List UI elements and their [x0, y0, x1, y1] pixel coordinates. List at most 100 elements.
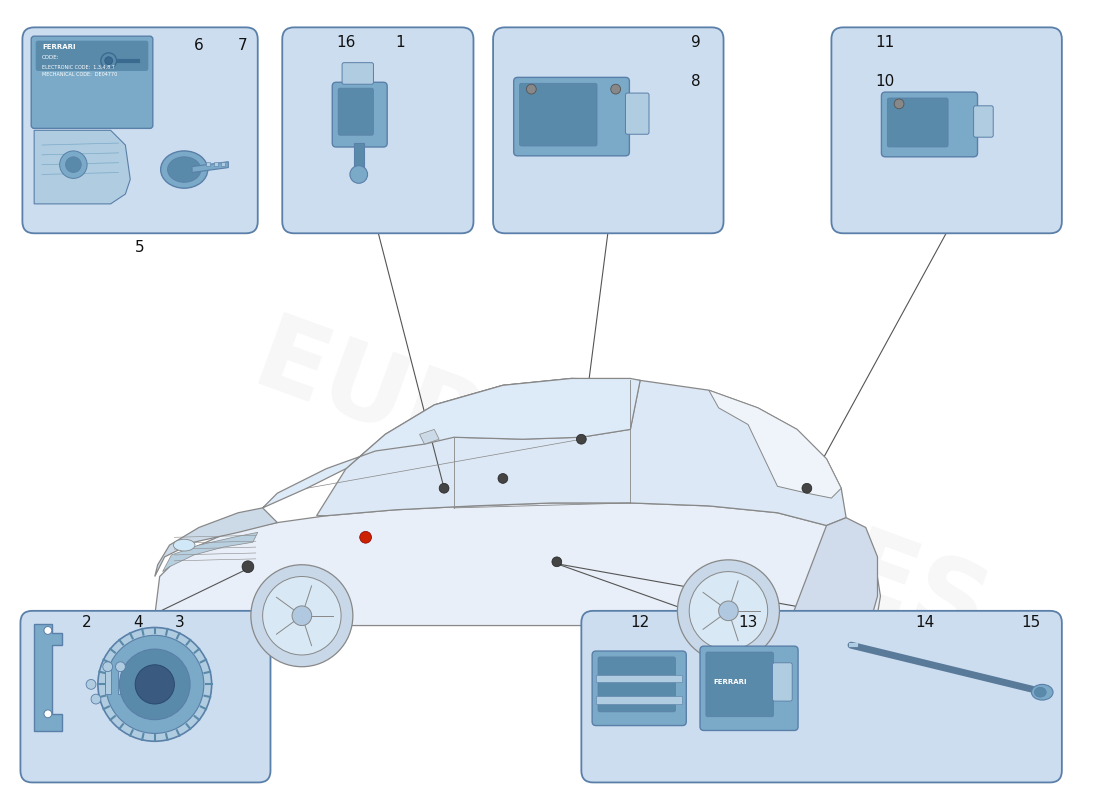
Ellipse shape	[174, 539, 195, 551]
Circle shape	[116, 662, 125, 672]
Circle shape	[44, 710, 52, 718]
Bar	[213, 162, 218, 166]
Text: FERRARI: FERRARI	[714, 679, 747, 686]
FancyBboxPatch shape	[21, 611, 271, 782]
Polygon shape	[155, 508, 277, 577]
Polygon shape	[434, 378, 640, 439]
Circle shape	[106, 635, 204, 734]
Text: 1: 1	[395, 34, 405, 50]
Circle shape	[802, 483, 812, 493]
Bar	[596, 674, 682, 682]
Text: FERRARI: FERRARI	[42, 44, 76, 50]
Bar	[354, 143, 364, 170]
Bar	[118, 670, 123, 694]
FancyBboxPatch shape	[626, 93, 649, 134]
Ellipse shape	[1034, 687, 1046, 697]
Text: CODE:: CODE:	[42, 54, 59, 60]
Circle shape	[360, 531, 372, 543]
Circle shape	[59, 151, 87, 178]
Circle shape	[439, 483, 449, 493]
Polygon shape	[34, 130, 130, 204]
Bar	[206, 162, 210, 166]
Circle shape	[44, 626, 52, 634]
FancyBboxPatch shape	[22, 27, 257, 234]
Circle shape	[263, 577, 341, 655]
Polygon shape	[419, 430, 439, 444]
Text: MECHANICAL CODE:  DE04770: MECHANICAL CODE: DE04770	[42, 72, 118, 78]
Text: 6: 6	[194, 38, 204, 53]
Text: 14: 14	[915, 615, 934, 630]
Text: 8: 8	[691, 74, 701, 89]
Bar	[221, 162, 226, 166]
Text: 11: 11	[876, 34, 895, 50]
Text: 15: 15	[1021, 615, 1041, 630]
FancyBboxPatch shape	[706, 652, 773, 717]
Bar	[104, 670, 111, 694]
Text: 12: 12	[630, 615, 650, 630]
Ellipse shape	[167, 157, 201, 182]
Text: 3: 3	[175, 615, 184, 630]
Text: since 1985: since 1985	[563, 489, 815, 615]
Bar	[596, 696, 682, 704]
Circle shape	[98, 627, 211, 742]
Text: 2: 2	[82, 615, 92, 630]
Text: 4: 4	[133, 615, 143, 630]
FancyBboxPatch shape	[519, 83, 597, 146]
Text: 9: 9	[691, 34, 701, 50]
Circle shape	[350, 166, 367, 183]
Polygon shape	[317, 378, 846, 526]
Circle shape	[66, 157, 81, 173]
Circle shape	[610, 84, 620, 94]
Circle shape	[718, 601, 738, 621]
Circle shape	[120, 649, 190, 720]
FancyBboxPatch shape	[592, 651, 686, 726]
Circle shape	[894, 99, 904, 109]
Polygon shape	[163, 532, 257, 572]
Circle shape	[101, 53, 117, 69]
Circle shape	[104, 57, 112, 65]
Polygon shape	[192, 162, 229, 173]
Polygon shape	[788, 518, 878, 629]
Circle shape	[527, 84, 536, 94]
Text: 5: 5	[135, 239, 145, 254]
FancyBboxPatch shape	[888, 98, 948, 147]
FancyBboxPatch shape	[342, 62, 374, 84]
Circle shape	[102, 662, 112, 672]
FancyBboxPatch shape	[974, 106, 993, 137]
Ellipse shape	[1032, 684, 1053, 700]
Circle shape	[91, 694, 101, 704]
Circle shape	[498, 474, 508, 483]
Text: a passion for...: a passion for...	[565, 451, 813, 565]
Text: EUROSPARES: EUROSPARES	[240, 309, 1001, 668]
Text: 16: 16	[337, 34, 355, 50]
Text: 7: 7	[239, 38, 248, 53]
Circle shape	[552, 557, 562, 566]
Circle shape	[135, 665, 175, 704]
FancyBboxPatch shape	[700, 646, 799, 730]
FancyBboxPatch shape	[36, 41, 147, 70]
FancyBboxPatch shape	[881, 92, 978, 157]
Polygon shape	[708, 390, 842, 498]
FancyBboxPatch shape	[581, 611, 1062, 782]
Circle shape	[576, 434, 586, 444]
Circle shape	[678, 560, 780, 662]
FancyBboxPatch shape	[772, 663, 792, 701]
FancyBboxPatch shape	[514, 78, 629, 156]
FancyBboxPatch shape	[832, 27, 1062, 234]
Circle shape	[293, 606, 311, 626]
Circle shape	[251, 565, 353, 666]
Circle shape	[86, 679, 96, 690]
Polygon shape	[155, 503, 880, 626]
Text: 13: 13	[738, 615, 758, 630]
FancyBboxPatch shape	[598, 657, 675, 712]
Polygon shape	[248, 378, 640, 522]
FancyBboxPatch shape	[283, 27, 473, 234]
FancyBboxPatch shape	[332, 82, 387, 147]
Text: 10: 10	[876, 74, 895, 89]
Polygon shape	[34, 623, 62, 731]
FancyBboxPatch shape	[338, 88, 374, 135]
Text: ELECTRONIC CODE:  1,3,4,8,7: ELECTRONIC CODE: 1,3,4,8,7	[42, 65, 114, 70]
FancyBboxPatch shape	[31, 36, 153, 128]
Circle shape	[242, 561, 254, 573]
FancyBboxPatch shape	[493, 27, 724, 234]
